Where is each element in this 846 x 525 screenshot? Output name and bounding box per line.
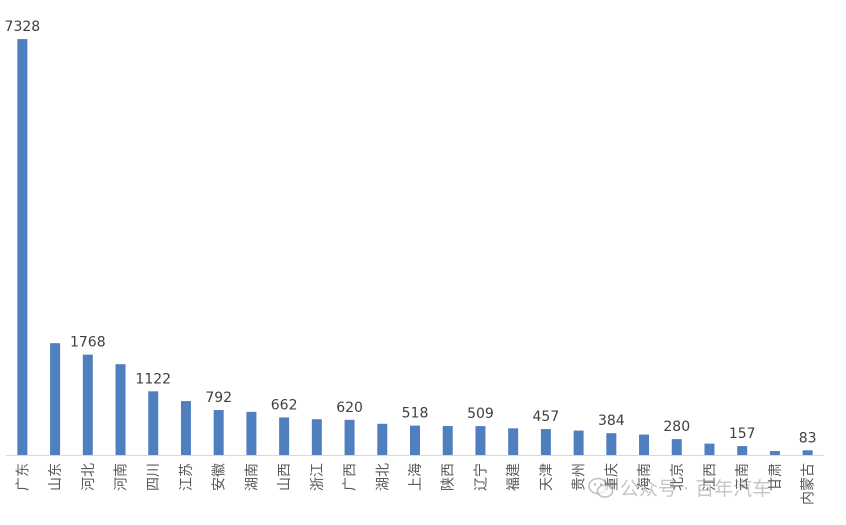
x-tick-label-河南: 河南 <box>114 463 130 491</box>
bar-四川 <box>148 391 159 455</box>
data-label-上海: 518 <box>402 406 429 422</box>
x-tick-label-天津: 天津 <box>539 463 555 491</box>
data-labels-group: 7328 1768 1122 792 662 620 518 509 457 384 280 157 8… <box>5 19 817 446</box>
x-tick-label-湖北: 湖北 <box>375 463 391 491</box>
bar-重庆 <box>606 433 617 455</box>
x-tick-labels-group: 广东 山东 河北 河南 四川 江苏 安徽 湖南 山西 浙江 广西 湖北 上海 陕西 辽宁 福建 天津 贵州 重庆 海南… <box>15 463 816 505</box>
bar-福建 <box>508 428 519 455</box>
x-tick-label-河北: 河北 <box>81 463 97 491</box>
bar-天津 <box>540 429 551 455</box>
data-label-内蒙古: 83 <box>799 430 817 446</box>
bar-河南 <box>115 364 126 455</box>
bar-海南 <box>639 434 650 455</box>
bar-安徽 <box>213 410 224 455</box>
x-tick-label-山东: 山东 <box>48 463 64 491</box>
data-label-安徽: 792 <box>205 390 232 406</box>
bars-group <box>17 39 813 456</box>
bar-云南 <box>737 446 748 455</box>
data-label-重庆: 384 <box>598 413 625 429</box>
bar-山西 <box>279 417 290 455</box>
data-label-广东: 7328 <box>5 19 41 35</box>
x-tick-label-内蒙古: 内蒙古 <box>801 463 817 505</box>
bar-广西 <box>344 419 355 455</box>
data-label-广西: 620 <box>336 400 363 416</box>
x-tick-label-江西: 江西 <box>702 463 718 491</box>
data-label-四川: 1122 <box>135 371 171 387</box>
x-tick-label-广西: 广西 <box>343 463 359 491</box>
x-tick-label-浙江: 浙江 <box>310 463 326 491</box>
x-tick-label-陕西: 陕西 <box>441 463 457 491</box>
bar-山东 <box>50 343 61 455</box>
bar-湖南 <box>246 411 257 455</box>
bar-河北 <box>82 354 93 455</box>
bar-辽宁 <box>475 426 486 455</box>
bar-甘肃 <box>769 451 780 455</box>
bar-江苏 <box>180 401 191 455</box>
bar-贵州 <box>573 430 584 455</box>
x-tick-label-贵州: 贵州 <box>572 463 588 491</box>
x-tick-label-重庆: 重庆 <box>604 463 620 491</box>
x-tick-label-江苏: 江苏 <box>179 463 195 491</box>
x-tick-label-甘肃: 甘肃 <box>768 463 784 491</box>
bar-陕西 <box>442 426 453 455</box>
x-tick-label-福建: 福建 <box>506 463 522 491</box>
x-tick-label-辽宁: 辽宁 <box>472 463 489 491</box>
bar-江西 <box>704 443 715 455</box>
bar-广东 <box>17 39 28 456</box>
data-label-河北: 1768 <box>70 335 106 351</box>
x-tick-label-山西: 山西 <box>277 463 293 491</box>
data-label-天津: 457 <box>533 409 560 425</box>
x-tick-label-湖南: 湖南 <box>244 463 260 491</box>
x-tick-label-安徽: 安徽 <box>212 463 228 491</box>
bar-内蒙古 <box>802 450 813 455</box>
data-label-云南: 157 <box>729 426 756 442</box>
x-tick-label-广东: 广东 <box>15 463 31 491</box>
bar-上海 <box>410 425 420 455</box>
data-label-北京: 280 <box>663 419 690 435</box>
data-label-山西: 662 <box>271 397 298 413</box>
bar-湖北 <box>377 423 388 455</box>
x-tick-label-云南: 云南 <box>735 463 751 491</box>
bar-浙江 <box>311 419 322 455</box>
x-tick-label-上海: 上海 <box>408 463 424 491</box>
x-tick-label-北京: 北京 <box>670 463 686 491</box>
x-tick-label-四川: 四川 <box>146 463 162 491</box>
data-label-辽宁: 509 <box>467 406 494 422</box>
bar-北京 <box>671 439 682 455</box>
x-tick-label-海南: 海南 <box>637 463 653 491</box>
